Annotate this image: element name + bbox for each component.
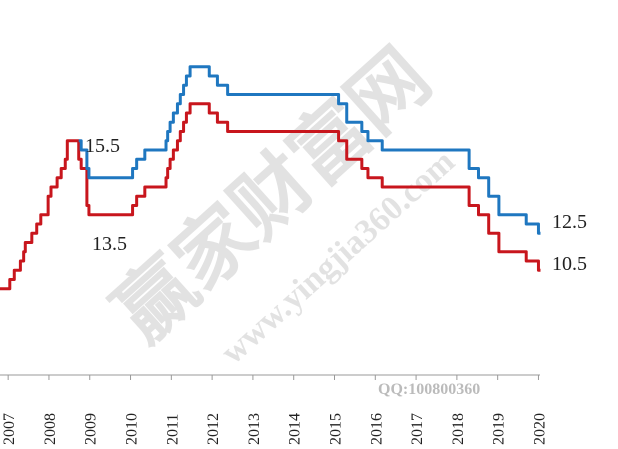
x-tick-label: 2014 [287,413,304,445]
x-tick-label: 2009 [83,413,100,445]
x-tick-label: 2012 [205,413,222,445]
line [78,65,541,235]
x-tick-label: 2018 [450,413,467,445]
x-tick-label: 2007 [1,413,18,445]
x-tick-label: 2017 [409,413,426,445]
x-tick-label: 2008 [42,413,59,445]
x-tick-label: 2016 [368,413,385,445]
line [0,102,541,291]
x-tick-label: 2020 [531,413,548,445]
x-tick-label: 2013 [246,413,263,445]
watermark: QQ:100800360 [378,381,480,398]
annotation: 13.5 [92,233,127,255]
x-tick-label: 2010 [124,413,141,445]
x-tick-label: 2015 [327,413,344,445]
x-tick-label: 2019 [491,413,508,445]
annotation: 15.5 [85,135,120,157]
x-tick-label: 2011 [164,414,181,445]
annotation: 12.5 [552,211,587,233]
annotation: 10.5 [552,253,587,275]
